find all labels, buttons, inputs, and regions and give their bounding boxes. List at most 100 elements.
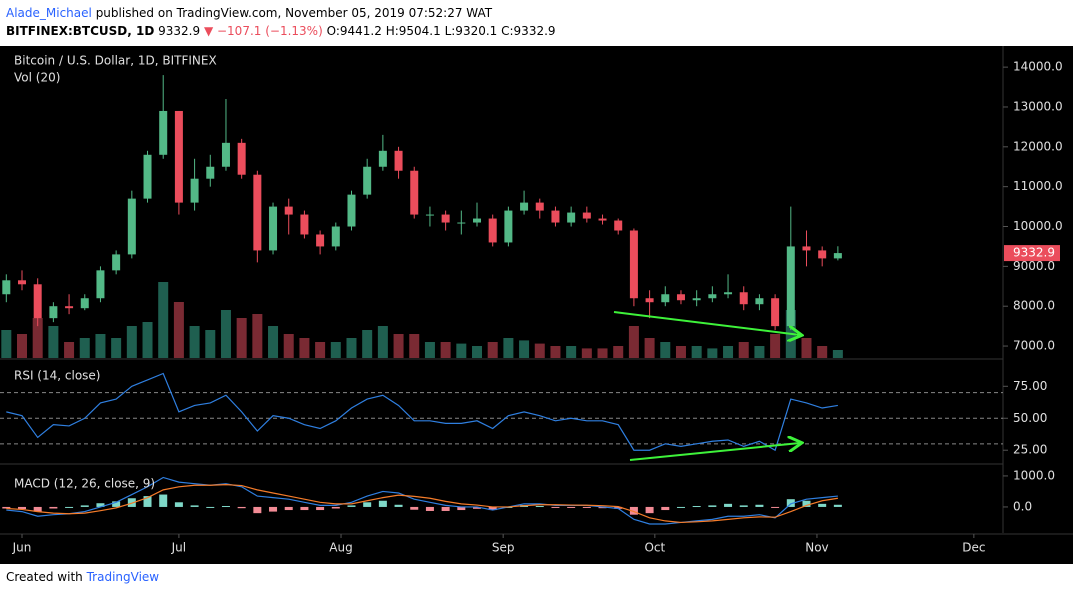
signal-line (6, 484, 838, 524)
candle-body (473, 218, 482, 223)
y-tick-label: 7000.0 (1013, 339, 1055, 353)
volume-bar (424, 342, 435, 358)
change: ▼ −107.1 (−1.13%) (203, 24, 323, 38)
volume-bar (832, 350, 843, 358)
symbol: BITFINEX:BTCUSD, 1D (6, 24, 155, 38)
main-pane-title: Bitcoin / U.S. Dollar, 1D, BITFINEX (14, 54, 217, 68)
macd-histogram (425, 506, 434, 511)
candle-body (65, 306, 74, 309)
candle-body (2, 280, 11, 295)
volume-bar (456, 343, 467, 358)
candle-body (174, 110, 183, 203)
candle-body (739, 292, 748, 305)
candle-body (535, 202, 544, 211)
y-tick-label: 50.00 (1013, 411, 1047, 425)
y-tick-label: 13000.0 (1013, 99, 1063, 113)
volume-bar (566, 346, 577, 358)
volume-bar (723, 346, 734, 358)
footer: Created with TradingView (6, 570, 159, 584)
y-tick-label: 8000.0 (1013, 299, 1055, 313)
footer-brand[interactable]: TradingView (86, 570, 160, 584)
candle-body (331, 226, 340, 247)
volume-bar (472, 346, 483, 358)
candle-body (488, 218, 497, 243)
macd-line (6, 476, 838, 525)
y-tick-label: 12000.0 (1013, 139, 1063, 153)
volume-bar (299, 338, 310, 358)
candle-body (676, 294, 685, 301)
y-tick-label: 9000.0 (1013, 259, 1055, 273)
marks: Jun Jul Aug Sep Oct Nov Dec 7000.0 8000.0 9000.0 1… (0, 60, 1063, 555)
ohlc-close: C:9332.9 (501, 24, 556, 38)
macd-histogram (755, 504, 764, 507)
quote-line: BITFINEX:BTCUSD, 1D 9332.9 ▼ −107.1 (−1.… (6, 22, 556, 40)
macd-histogram (284, 506, 293, 511)
macd-histogram (253, 506, 262, 514)
y-tick-label: 10000.0 (1013, 219, 1063, 233)
volume-bar (330, 342, 341, 358)
macd-histogram (598, 506, 607, 509)
macd-title: MACD (12, 26, close, 9) (14, 477, 155, 491)
volume-bar (95, 334, 106, 358)
macd-histogram (378, 500, 387, 507)
macd-histogram (316, 506, 325, 511)
volume-bar (205, 330, 216, 358)
macd-histogram (818, 503, 827, 507)
x-tick-label: Nov (805, 541, 828, 555)
macd-histogram (206, 506, 215, 508)
volume-bar (111, 338, 122, 358)
volume-bar (503, 338, 514, 358)
y-tick-label: 14000.0 (1013, 60, 1063, 74)
candle-body (661, 294, 670, 303)
macd-histogram (65, 506, 74, 508)
footer-text: Created with (6, 570, 83, 584)
volume-bar (644, 338, 655, 358)
candle-body (363, 166, 372, 195)
macd-histogram (363, 502, 372, 507)
volume-label: Vol (20) (14, 71, 60, 85)
candle-body (221, 142, 230, 167)
volume-bar (142, 322, 153, 358)
macd-histogram (190, 505, 199, 507)
candle-body (802, 246, 811, 251)
candle-body (582, 212, 591, 219)
candle-body (347, 194, 356, 227)
candle-body (206, 166, 215, 179)
macd-histogram (49, 506, 58, 509)
volume-bar (48, 326, 59, 358)
volume-bar (189, 326, 200, 358)
candle-body (112, 254, 121, 271)
volume-bar (393, 334, 404, 358)
macd-histogram (786, 499, 795, 507)
candle-body (598, 218, 607, 221)
macd-histogram (96, 503, 105, 507)
volume-bar (346, 338, 357, 358)
macd-histogram (394, 504, 403, 507)
macd-histogram (551, 506, 560, 508)
volume-bar (660, 342, 671, 358)
last-price-label: 9332.9 (1013, 246, 1055, 260)
macd-histogram (80, 505, 89, 507)
author[interactable]: Alade_Michael (6, 6, 92, 20)
candle-body (253, 174, 262, 251)
ohlc-low: L:9320.1 (444, 24, 498, 38)
volume-bar (707, 348, 718, 358)
macd-histogram (457, 506, 466, 511)
macd-histogram (676, 506, 685, 508)
volume-bar (173, 302, 184, 358)
candle-body (833, 253, 842, 259)
macd-histogram (33, 506, 42, 512)
volume-bar (597, 348, 608, 358)
volume-bar (79, 338, 90, 358)
candle-body (786, 246, 795, 327)
x-tick-label: Aug (329, 541, 352, 555)
macd-histogram (724, 503, 733, 507)
volume-bar (801, 338, 812, 358)
macd-histogram (708, 505, 717, 507)
rsi-title: RSI (14, close) (14, 369, 100, 383)
macd-histogram (441, 506, 450, 511)
volume-bar (32, 318, 43, 358)
macd-histogram (159, 494, 168, 507)
candle-body (127, 198, 136, 255)
